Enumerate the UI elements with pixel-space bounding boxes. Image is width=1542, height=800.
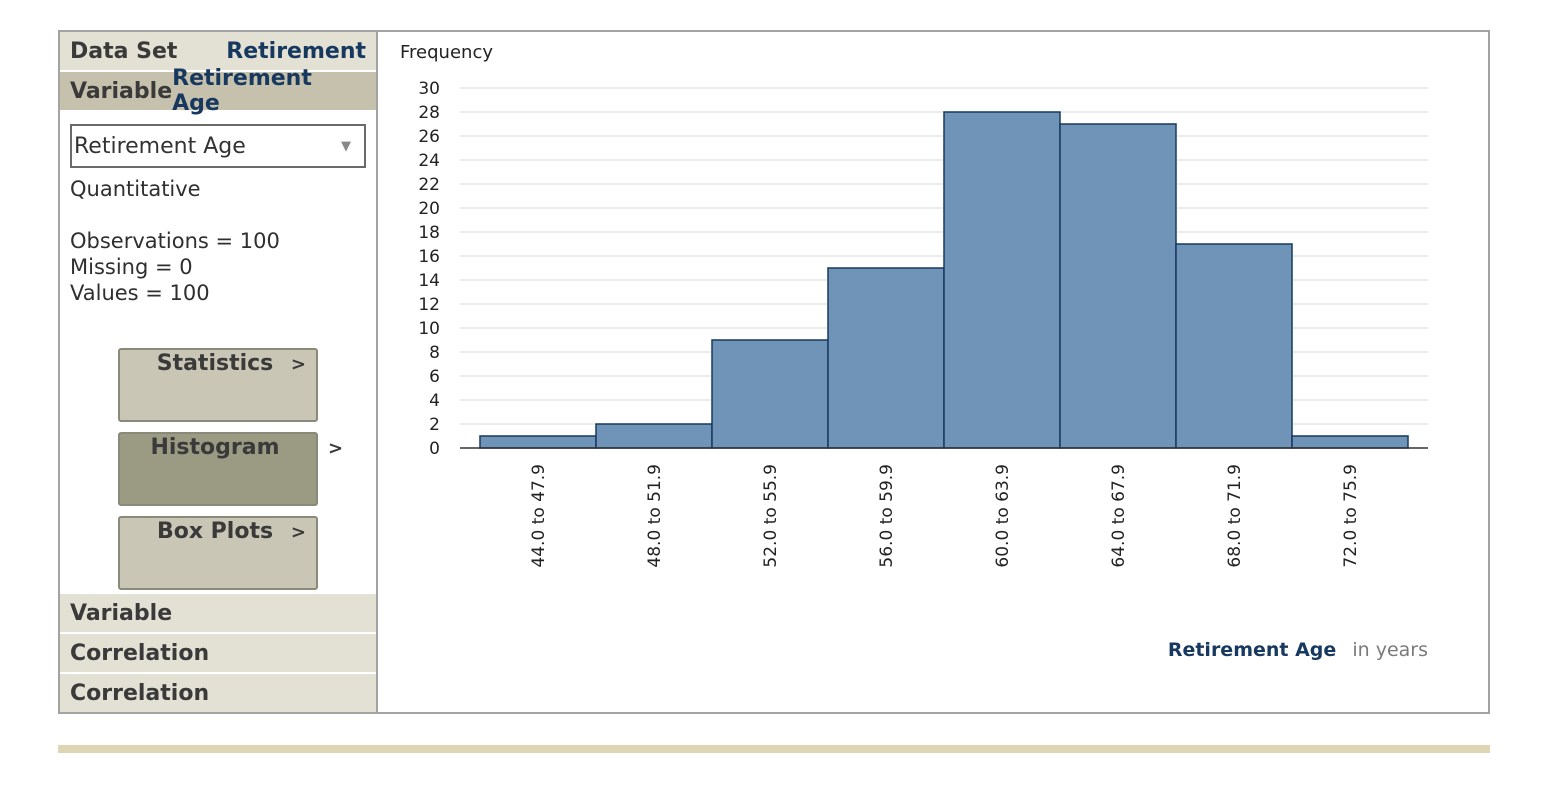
histogram-button[interactable]: Histogram [118,432,318,506]
x-tick-label: 60.0 to 63.9 [993,464,1013,568]
statistics-button[interactable]: Statistics > [118,348,318,422]
histogram-bar[interactable] [1175,243,1293,449]
y-axis-title: Frequency [400,42,493,63]
sidebar: Data Set Retirement Variable Retirement … [60,32,378,712]
x-axis-title-variable: Retirement Age [1168,639,1336,661]
footer-bar [58,745,1490,753]
app-window: Data Set Retirement Variable Retirement … [58,30,1490,714]
y-tick-label: 10 [418,319,440,339]
variable-value: Retirement Age [172,66,312,116]
dataset-value: Retirement [226,38,366,64]
menu-correlation[interactable]: Correlation [60,674,376,712]
y-tick-label: 2 [429,415,440,435]
x-tick-label: 48.0 to 51.9 [645,464,665,568]
observations-count: Observations = 100 [70,229,280,253]
chevron-right-icon: > [290,522,306,543]
dataset-label: Data Set [70,38,178,64]
variable-label: Variable [70,78,173,104]
histogram-bar[interactable] [479,435,597,449]
y-tick-label: 24 [418,151,440,171]
y-tick-label: 4 [429,391,440,411]
y-tick-label: 18 [418,223,440,243]
x-tick-label: 68.0 to 71.9 [1225,464,1245,568]
x-tick-label: 72.0 to 75.9 [1341,464,1361,568]
variable-select[interactable]: Retirement Age ▼ [70,124,366,168]
y-tick-label: 16 [418,247,440,267]
histogram-button-label: Histogram [150,435,280,460]
dataset-row[interactable]: Data Set Retirement [60,32,376,70]
chevron-right-icon: > [328,438,344,459]
histogram-bar[interactable] [943,111,1061,449]
y-tick-label: 8 [429,343,440,363]
y-tick-label: 0 [429,439,440,459]
chevron-right-icon: > [290,354,306,375]
x-axis-title-unit: in years [1352,639,1428,661]
y-tick-label: 30 [418,79,440,99]
missing-count: Missing = 0 [70,255,193,279]
statistics-button-label: Statistics [156,351,274,376]
histogram-bar[interactable] [1291,435,1409,449]
variable-row[interactable]: Variable Retirement Age [60,66,376,116]
histogram-bar[interactable] [711,339,829,449]
dropdown-arrow-icon: ▼ [341,138,351,154]
variable-select-value: Retirement Age [74,133,246,159]
x-tick-label: 56.0 to 59.9 [877,464,897,568]
values-count: Values = 100 [70,281,210,305]
y-tick-label: 12 [418,295,440,315]
variable-type: Quantitative [70,177,201,201]
histogram-bar[interactable] [827,267,945,449]
box-plots-button[interactable]: Box Plots > [118,516,318,590]
y-tick-label: 6 [429,367,440,387]
y-tick-label: 22 [418,175,440,195]
y-tick-label: 26 [418,127,440,147]
x-tick-label: 44.0 to 47.9 [529,464,549,568]
y-tick-label: 28 [418,103,440,123]
menu-correlation[interactable]: Correlation [60,634,376,672]
y-tick-label: 14 [418,271,440,291]
x-axis-title: Retirement Age in years [1168,639,1428,661]
histogram-bar[interactable] [1059,123,1177,449]
x-tick-label: 52.0 to 55.9 [761,464,781,568]
y-tick-label: 20 [418,199,440,219]
histogram-bar[interactable] [595,423,713,449]
menu-variable[interactable]: Variable [60,594,376,632]
x-tick-label: 64.0 to 67.9 [1109,464,1129,568]
box-plots-button-label: Box Plots [156,519,274,544]
